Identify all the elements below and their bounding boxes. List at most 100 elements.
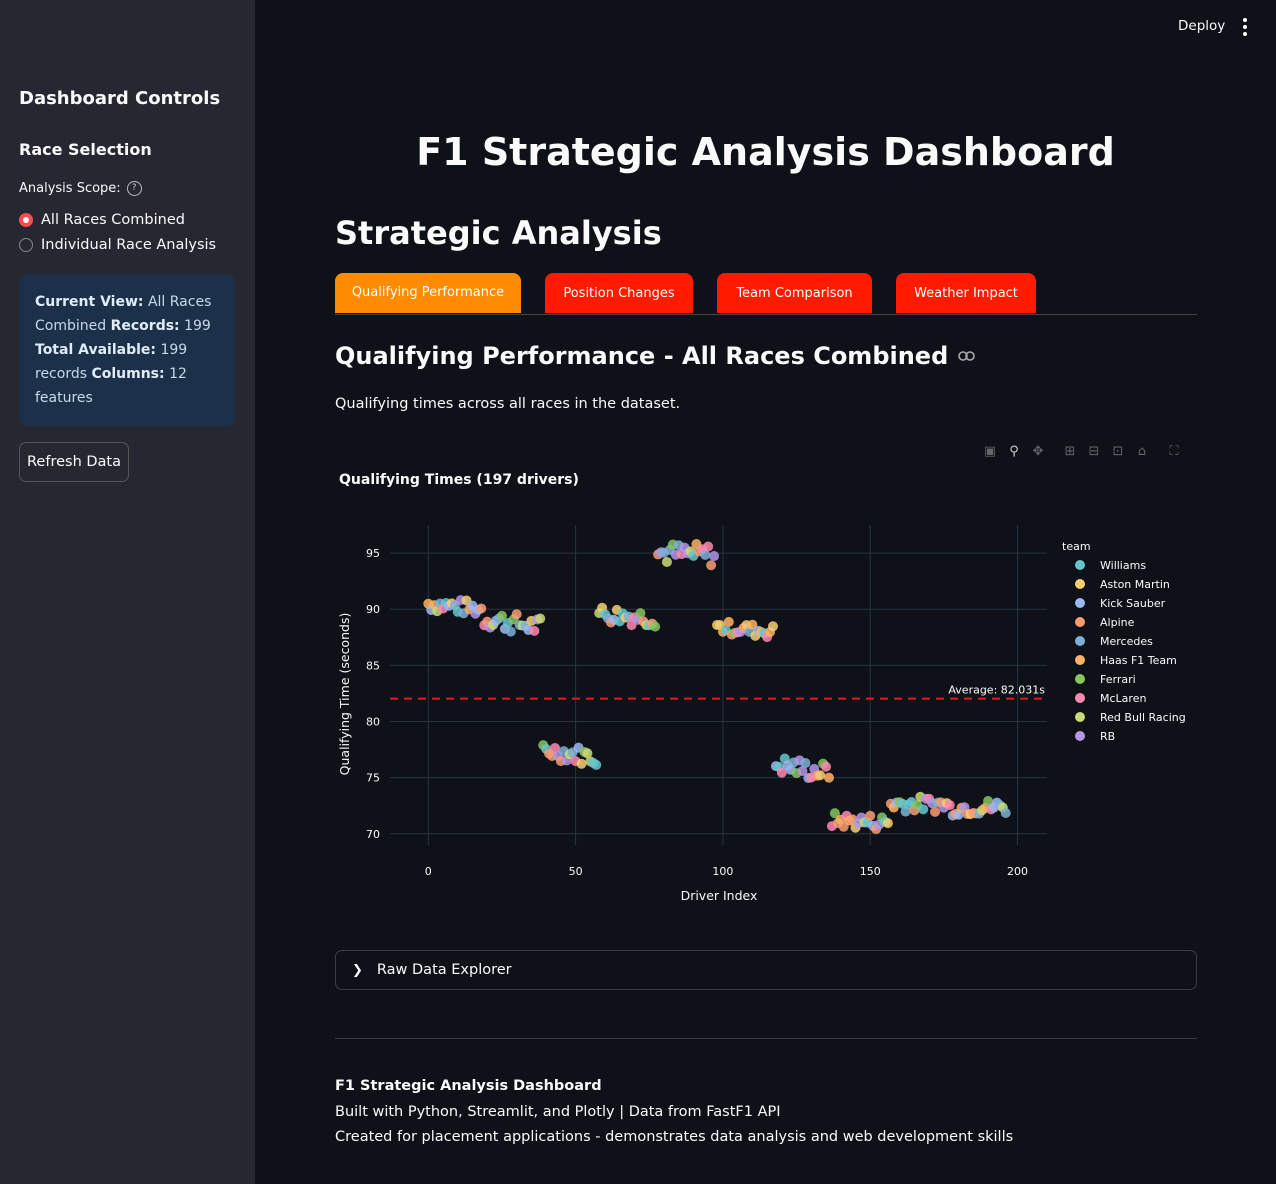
raw-data-explorer-expander[interactable]: ❯ Raw Data Explorer — [335, 950, 1197, 990]
legend-title: team — [1062, 540, 1091, 553]
race-selection-header: Race Selection — [19, 140, 152, 159]
legend-item: Ferrari — [1100, 673, 1136, 686]
legend-marker — [1075, 731, 1085, 741]
sidebar: Dashboard Controls Race Selection Analys… — [0, 0, 255, 1184]
legend-item: Williams — [1100, 559, 1146, 572]
footer: F1 Strategic Analysis Dashboard Built wi… — [335, 1074, 1013, 1151]
y-tick-label: 80 — [366, 715, 380, 728]
data-point — [797, 766, 808, 777]
data-point — [983, 796, 994, 807]
autoscale-icon[interactable]: ⊡ — [1112, 443, 1124, 459]
legend-item: Red Bull Racing — [1100, 711, 1186, 724]
y-tick-label: 90 — [366, 603, 380, 616]
chart-grid — [390, 525, 1047, 845]
qualifying-scatter-chart[interactable]: Qualifying Times (197 drivers) Average: … — [335, 460, 1197, 920]
zoom-icon[interactable]: ⚲ — [1009, 443, 1019, 459]
data-point — [529, 625, 540, 636]
chart-title: Qualifying Times (197 drivers) — [339, 472, 579, 488]
legend-marker — [1075, 674, 1085, 684]
average-line: Average: 82.031s — [390, 684, 1047, 700]
current-view-label: Current View: — [35, 294, 144, 310]
data-point — [918, 804, 929, 815]
deploy-button[interactable]: Deploy — [1178, 18, 1226, 34]
chevron-right-icon: ❯ — [352, 962, 363, 978]
data-point — [823, 772, 834, 783]
tab-qualifying-performance[interactable]: Qualifying Performance — [335, 273, 521, 313]
data-point — [700, 549, 711, 560]
legend-item: Mercedes — [1100, 635, 1153, 648]
legend-item: McLaren — [1100, 692, 1146, 705]
data-point — [703, 541, 714, 552]
camera-icon[interactable]: ▣ — [983, 443, 997, 459]
data-point — [591, 759, 602, 770]
legend-marker — [1075, 617, 1085, 627]
data-point — [709, 551, 720, 562]
y-tick-label: 75 — [366, 772, 380, 785]
help-icon[interactable]: ? — [126, 181, 142, 196]
radio-selected-icon[interactable] — [19, 213, 33, 227]
average-label: Average: 82.031s — [948, 684, 1045, 697]
analysis-scope-text: Analysis Scope: — [19, 181, 121, 196]
y-tick-label: 70 — [366, 828, 380, 841]
subheader: Qualifying Performance - All Races Combi… — [335, 342, 976, 370]
legend-marker — [1075, 636, 1085, 646]
x-tick-label: 100 — [712, 865, 733, 878]
columns-label: Columns: — [91, 366, 165, 382]
data-point — [776, 767, 787, 778]
analysis-scope-label: Analysis Scope: ? — [19, 181, 142, 196]
data-point — [549, 742, 560, 753]
y-axis-label: Qualifying Time (seconds) — [337, 613, 352, 776]
data-point — [576, 758, 587, 769]
expander-label: Raw Data Explorer — [376, 962, 512, 978]
data-point — [821, 761, 832, 772]
legend-marker — [1075, 579, 1085, 589]
legend-item: Aston Martin — [1100, 578, 1170, 591]
zoom-out-icon[interactable]: ⊟ — [1088, 443, 1100, 459]
chart-legend: team Williams Aston Martin Kick Sauber Alpin… — [1062, 540, 1186, 743]
x-tick-label: 200 — [1007, 865, 1028, 878]
data-point — [535, 613, 546, 624]
total-available-value: 199 records — [35, 342, 188, 382]
page-title: F1 Strategic Analysis Dashboard — [416, 130, 1115, 174]
subheader-text: Qualifying Performance - All Races Combi… — [335, 342, 949, 370]
records-label: Records: — [110, 318, 180, 334]
refresh-data-button[interactable]: Refresh Data — [19, 442, 129, 482]
data-point — [661, 556, 672, 567]
footer-line-2: Created for placement applications - dem… — [335, 1129, 1014, 1145]
radio-all-races[interactable]: All Races Combined — [19, 212, 185, 228]
y-tick-label: 95 — [366, 547, 380, 560]
data-point — [496, 610, 507, 621]
tab-position-changes[interactable]: Position Changes — [545, 273, 693, 313]
divider — [335, 1038, 1197, 1039]
footer-title: F1 Strategic Analysis Dashboard — [335, 1078, 602, 1094]
tab-weather-impact[interactable]: Weather Impact — [896, 273, 1036, 313]
data-point — [1000, 808, 1011, 819]
radio-individual-race[interactable]: Individual Race Analysis — [19, 237, 216, 253]
main-menu-icon[interactable] — [1240, 18, 1250, 39]
footer-line-1: Built with Python, Streamlit, and Plotly… — [335, 1103, 781, 1120]
data-point — [476, 603, 487, 614]
data-point — [582, 748, 593, 759]
x-tick-label: 0 — [425, 865, 432, 878]
data-point — [944, 800, 955, 811]
pan-icon[interactable]: ✥ — [1032, 443, 1044, 459]
current-view-info: Current View: All Races Combined Records… — [19, 274, 235, 426]
total-available-label: Total Available: — [35, 342, 156, 358]
x-axis-label: Driver Index — [681, 888, 758, 903]
home-icon[interactable]: ⌂ — [1137, 443, 1147, 459]
tab-team-comparison[interactable]: Team Comparison — [717, 273, 872, 313]
zoom-in-icon[interactable]: ⊞ — [1064, 443, 1076, 459]
section-title: Strategic Analysis — [335, 214, 662, 252]
fullscreen-icon[interactable]: ⛶ — [1169, 443, 1179, 459]
legend-item: Kick Sauber — [1100, 597, 1166, 610]
data-point — [800, 758, 811, 769]
link-icon[interactable] — [958, 351, 976, 361]
columns-value: 12 features — [35, 366, 187, 406]
data-point — [635, 608, 646, 619]
legend-item: RB — [1100, 730, 1115, 743]
radio-unselected-icon[interactable] — [19, 238, 33, 252]
data-point — [650, 621, 661, 632]
data-point — [768, 621, 779, 632]
data-point — [865, 810, 876, 821]
description: Qualifying times across all races in the… — [335, 396, 681, 412]
